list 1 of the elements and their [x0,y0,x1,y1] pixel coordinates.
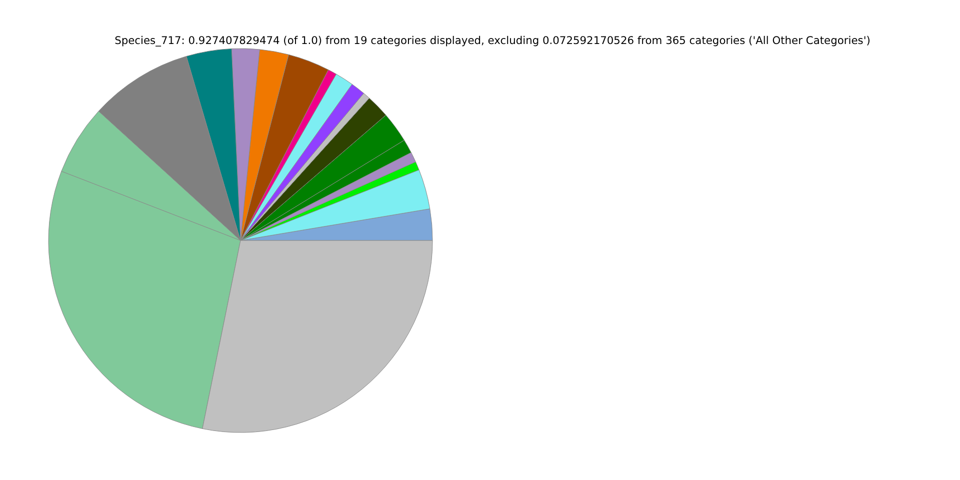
text: Species_717: 0.927407829474 (of 1.0) from 19 categories displayed, excluding 0.072592170526 from 365 categories ('All Other Categories') [114,34,870,47]
